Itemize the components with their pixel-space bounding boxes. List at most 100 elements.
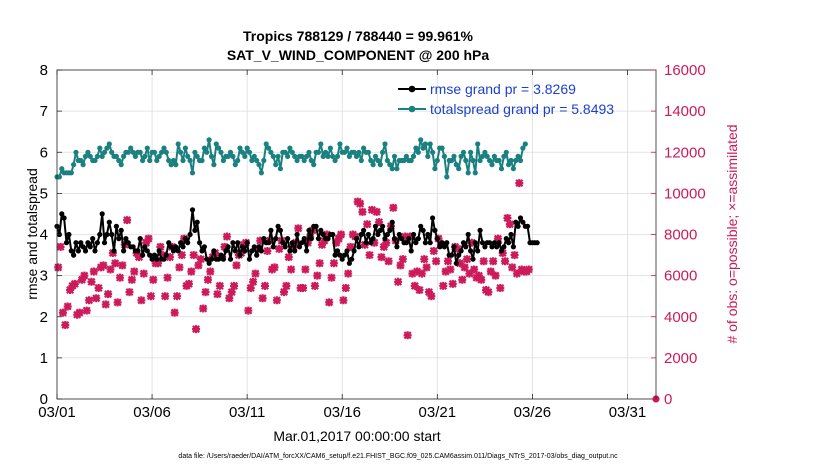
rmse-point (346, 260, 352, 266)
totalspread-point (465, 170, 471, 176)
rmse-point (266, 240, 272, 246)
rmse-point (218, 252, 224, 258)
obs-assimilated-point (346, 242, 355, 251)
y2-tick-label: 6000 (664, 268, 697, 285)
obs-assimilated-point (299, 283, 308, 292)
rmse-point (337, 252, 343, 258)
obs-assimilated-point (149, 275, 158, 284)
obs-assimilated-point (367, 205, 376, 214)
rmse-point (109, 231, 115, 238)
rmse-point (332, 252, 338, 258)
totalspread-point (513, 157, 519, 164)
rmse-point (68, 248, 74, 254)
x-axis-label: Mar.01,2017 00:00:00 start (273, 428, 440, 444)
obs-assimilated-point (503, 214, 512, 223)
rmse-point (410, 231, 417, 238)
totalspread-point (292, 153, 298, 159)
totalspread-point (187, 157, 193, 164)
obs-assimilated-point (365, 251, 374, 260)
totalspread-point (294, 157, 300, 164)
totalspread-point (289, 149, 295, 155)
y-tick-label: 4 (40, 227, 48, 244)
totalspread-point (258, 170, 264, 176)
rmse-point (384, 231, 390, 238)
rmse-point (399, 236, 405, 242)
totalspread-point (78, 157, 84, 164)
x-tick-label: 03/01 (38, 404, 76, 421)
totalspread-point (270, 153, 276, 159)
rmse-point (472, 240, 478, 246)
totalspread-point (94, 153, 100, 159)
obs-assimilated-point (127, 275, 136, 284)
obs-assimilated-point (118, 261, 127, 270)
x-tick-label: 03/31 (609, 404, 647, 421)
obs-assimilated-point (344, 269, 353, 278)
rmse-point (61, 215, 67, 221)
obs-assimilated-point (146, 292, 155, 301)
totalspread-point (163, 149, 169, 155)
obs-assimilated-point (58, 308, 67, 317)
totalspread-point (368, 157, 374, 164)
rmse-point (372, 223, 379, 229)
obs-assimilated-point (370, 238, 379, 247)
totalspread-point (463, 157, 469, 164)
rmse-point (517, 215, 524, 221)
totalspread-point (192, 149, 198, 155)
totalspread-point (301, 157, 307, 164)
rmse-point (432, 227, 438, 233)
totalspread-point (218, 149, 224, 155)
rmse-point (520, 219, 526, 225)
rmse-point (339, 256, 345, 262)
obs-assimilated-point (139, 269, 148, 278)
totalspread-point (175, 141, 181, 147)
rmse-point (487, 240, 493, 246)
totalspread-point (225, 153, 231, 159)
obs-assimilated-point (415, 286, 424, 295)
rmse-point (420, 227, 426, 233)
rmse-point (439, 240, 445, 246)
rmse-point (380, 223, 386, 229)
totalspread-point (140, 157, 146, 164)
rmse-point (251, 244, 257, 250)
rmse-point (270, 244, 276, 250)
totalspread-point (342, 149, 348, 155)
obs-assimilated-point (260, 281, 269, 290)
obs-assimilated-point (318, 240, 327, 249)
totalspread-point (460, 149, 467, 155)
totalspread-point (244, 145, 250, 151)
rmse-point (351, 248, 357, 254)
totalspread-point (510, 166, 516, 172)
totalspread-point (230, 153, 236, 159)
totalspread-point (116, 157, 122, 164)
totalspread-point (173, 162, 179, 168)
obs-assimilated-point (448, 279, 457, 288)
totalspread-point (318, 141, 324, 147)
totalspread-point (491, 153, 497, 159)
rmse-point (479, 240, 486, 246)
obs-assimilated-point (398, 255, 407, 264)
totalspread-point (137, 149, 143, 155)
rmse-point (104, 231, 110, 238)
obs-assimilated-point (382, 238, 391, 247)
totalspread-point (121, 153, 127, 159)
y2-tick-label: 16000 (664, 62, 706, 79)
obs-assimilated-point (515, 179, 524, 188)
rmse-point (246, 256, 253, 262)
obs-assimilated-point (363, 220, 372, 229)
y2-tick-label: 8000 (664, 227, 697, 244)
obs-assimilated-point (220, 242, 229, 251)
rmse-point (135, 248, 141, 254)
rmse-point (501, 244, 507, 250)
rmse-point (456, 252, 462, 258)
totalspread-point (332, 157, 338, 164)
totalspread-point (520, 145, 526, 151)
totalspread-point (194, 153, 200, 159)
obs-assimilated-point (99, 261, 108, 270)
x-tick-label: 03/11 (229, 404, 265, 421)
obs-assimilated-point (225, 294, 234, 303)
rmse-point (463, 244, 469, 250)
obs-assimilated-point (256, 236, 265, 245)
totalspread-point (109, 149, 115, 155)
obs-assimilated-point (70, 279, 79, 288)
obs-assimilated-point (417, 269, 426, 278)
